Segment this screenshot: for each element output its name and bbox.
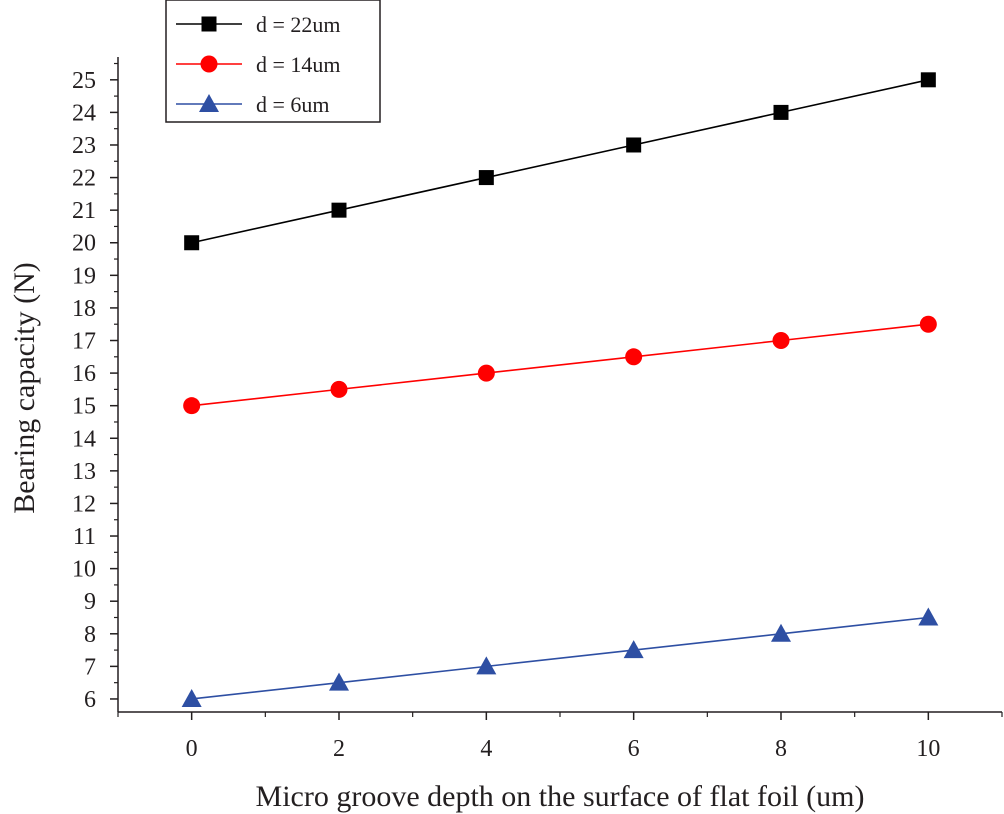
y-tick-label: 24: [72, 100, 96, 126]
y-tick-label: 13: [72, 459, 96, 485]
x-tick-label: 4: [480, 736, 492, 762]
legend-label: d = 22um: [256, 12, 341, 37]
y-tick-label: 9: [84, 589, 96, 615]
y-tick-label: 14: [72, 426, 96, 452]
legend-marker: [201, 16, 217, 32]
y-tick-label: 15: [72, 394, 96, 420]
series-0: [184, 72, 936, 251]
data-point: [476, 656, 497, 675]
data-point: [477, 364, 495, 382]
legend-entry: d = 22um: [176, 12, 341, 37]
data-point: [330, 380, 348, 398]
y-tick-label: 17: [72, 329, 96, 355]
legend-entry: d = 14um: [176, 52, 341, 77]
x-tick-label: 0: [186, 736, 198, 762]
x-tick-label: 8: [775, 736, 787, 762]
y-tick-label: 16: [72, 361, 96, 387]
x-tick-label: 6: [628, 736, 640, 762]
y-tick-label: 25: [72, 68, 96, 94]
y-tick-label: 22: [72, 166, 96, 192]
series-1: [183, 315, 937, 415]
legend-label: d = 6um: [256, 92, 330, 117]
x-axis-title: Micro groove depth on the surface of fla…: [256, 780, 865, 813]
data-point: [331, 202, 347, 218]
legend-entry: d = 6um: [176, 92, 330, 117]
series-layer: [181, 72, 939, 707]
x-tick-label: 2: [333, 736, 345, 762]
data-point: [626, 137, 642, 153]
y-tick-label: 6: [84, 687, 96, 713]
data-point: [329, 672, 349, 691]
y-tick-label: 7: [84, 654, 96, 680]
legend-label: d = 14um: [256, 52, 341, 77]
y-tick-label: 23: [72, 133, 96, 159]
data-point: [625, 348, 643, 366]
data-point: [771, 623, 791, 642]
y-tick-label: 10: [72, 557, 96, 583]
data-point: [920, 72, 936, 88]
data-point: [181, 688, 202, 707]
series-line: [191, 79, 929, 244]
data-point: [183, 397, 201, 415]
y-tick-label: 8: [84, 622, 96, 648]
data-point: [773, 104, 789, 120]
data-point: [918, 607, 939, 626]
legend-marker: [200, 55, 218, 73]
y-tick-label: 19: [72, 263, 96, 289]
legend-marker: [199, 94, 219, 112]
series-2: [181, 607, 939, 707]
y-tick-label: 18: [72, 296, 96, 322]
y-axis-title: Bearing capacity (N): [8, 262, 41, 514]
y-tick-label: 11: [73, 524, 96, 550]
series-line: [191, 323, 929, 407]
y-tick-label: 21: [72, 198, 96, 224]
data-point: [919, 315, 937, 333]
x-tick-label: 10: [916, 736, 940, 762]
y-tick-label: 20: [72, 231, 96, 257]
legend: d = 22um d = 14um d = 6um: [165, 0, 381, 123]
y-tick-label: 12: [72, 491, 96, 517]
series-line: [191, 616, 929, 700]
data-point: [184, 235, 200, 251]
data-point: [772, 332, 790, 350]
data-point: [623, 640, 644, 659]
data-point: [478, 170, 494, 186]
